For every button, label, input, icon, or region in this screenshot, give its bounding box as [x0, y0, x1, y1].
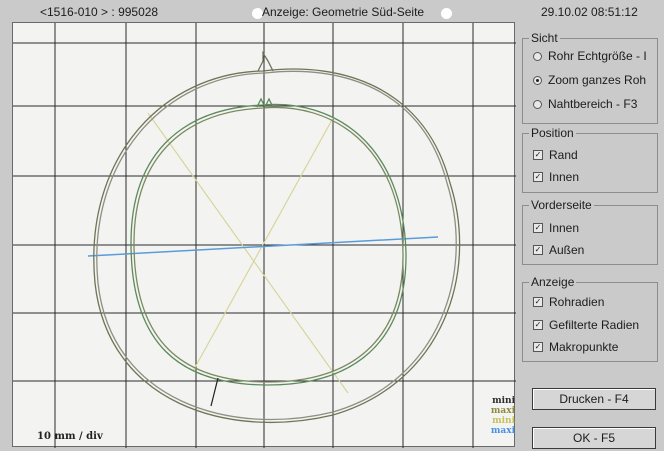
anzeige-group: Anzeige ✓ Rohradien ✓ Gefilterte Radien …	[522, 275, 658, 362]
checkbox-makropunkte[interactable]: ✓ Makropunkte	[533, 340, 618, 354]
radio-nahtbereich[interactable]: Nahtbereich - F3	[533, 97, 637, 111]
geometry-plot: 10 mm / div mini maxi mini maxi	[12, 22, 516, 448]
checkbox-gefilterte-radien[interactable]: ✓ Gefilterte Radien	[533, 318, 639, 332]
plot-legend: mini maxi mini maxi	[481, 396, 515, 436]
inner-profile	[130, 97, 407, 386]
print-button[interactable]: Drucken - F4	[532, 388, 656, 410]
position-group: Position ✓ Rand ✓ Innen	[522, 126, 658, 193]
sicht-group: Sicht Rohr Echtgröße - I Zoom ganzes Roh…	[522, 31, 658, 124]
checkbox-vorderseite-aussen[interactable]: ✓ Außen	[533, 243, 584, 257]
pipe-id: <1516-010 > : 995028	[40, 5, 159, 19]
vorderseite-group: Vorderseite ✓ Innen ✓ Außen	[522, 198, 658, 265]
center-line	[87, 236, 439, 257]
grid-lines	[13, 23, 516, 448]
diagonal-guides	[147, 112, 349, 394]
status-dot-left	[252, 8, 263, 19]
radio-label: Zoom ganzes Roh	[548, 73, 647, 87]
checkbox-rohradien[interactable]: ✓ Rohradien	[533, 295, 604, 309]
checkbox-label: Gefilterte Radien	[549, 318, 640, 332]
checkbox-checked-icon[interactable]: ✓	[533, 172, 543, 182]
checkbox-checked-icon[interactable]: ✓	[533, 320, 543, 330]
outer-profile	[93, 50, 461, 423]
status-dot-right	[441, 8, 452, 19]
radio-icon[interactable]	[533, 51, 542, 61]
checkbox-vorderseite-innen[interactable]: ✓ Innen	[533, 221, 579, 235]
checkbox-label: Außen	[549, 243, 585, 257]
checkbox-label: Rand	[549, 148, 578, 162]
checkbox-label: Innen	[549, 170, 580, 184]
checkbox-rand[interactable]: ✓ Rand	[533, 148, 578, 162]
legend-mini-1: mini	[492, 396, 515, 406]
checkbox-checked-icon[interactable]: ✓	[533, 245, 543, 255]
radio-label: Nahtbereich - F3	[548, 97, 638, 111]
anzeige-title: Anzeige	[529, 275, 577, 289]
checkbox-label: Innen	[549, 221, 580, 235]
checkbox-checked-icon[interactable]: ✓	[533, 223, 543, 233]
vorderseite-title: Vorderseite	[529, 198, 594, 212]
scale-label: 10 mm / div	[37, 431, 103, 442]
radio-selected-icon[interactable]	[533, 75, 542, 85]
checkbox-label: Rohradien	[549, 295, 605, 309]
checkbox-checked-icon[interactable]: ✓	[533, 150, 543, 160]
geometry-plot-svg	[13, 23, 516, 448]
legend-maxi-2: maxi	[490, 426, 515, 436]
legend-mini-2: mini	[492, 416, 515, 426]
ok-button[interactable]: OK - F5	[532, 427, 656, 449]
radio-zoom-ganzes-rohr[interactable]: Zoom ganzes Roh	[533, 73, 646, 87]
radio-rohr-echtgroesse[interactable]: Rohr Echtgröße - I	[533, 49, 647, 63]
radio-icon[interactable]	[533, 99, 542, 109]
title-bar: <1516-010 > : 995028 Anzeige: Geometrie …	[0, 0, 664, 24]
checkbox-label: Makropunkte	[549, 340, 619, 354]
seam-marker	[210, 377, 219, 407]
timestamp: 29.10.02 08:51:12	[541, 5, 638, 19]
checkbox-checked-icon[interactable]: ✓	[533, 297, 543, 307]
checkbox-checked-icon[interactable]: ✓	[533, 342, 543, 352]
checkbox-innen[interactable]: ✓ Innen	[533, 170, 579, 184]
sicht-title: Sicht	[529, 31, 560, 45]
position-title: Position	[529, 126, 576, 140]
view-title: Anzeige: Geometrie Süd-Seite	[262, 5, 425, 19]
radio-label: Rohr Echtgröße - I	[548, 49, 647, 63]
legend-maxi-1: maxi	[490, 406, 515, 416]
